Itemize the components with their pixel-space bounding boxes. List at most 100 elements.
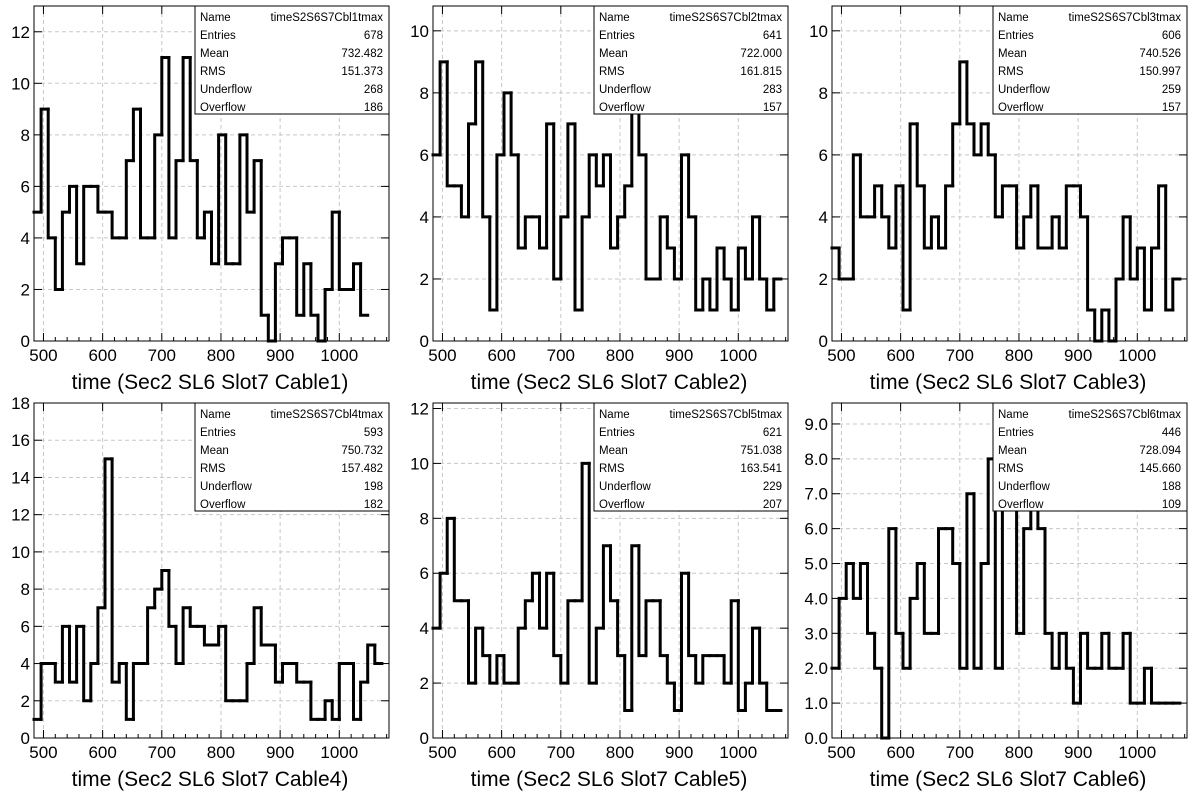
stats-key-mean: Mean bbox=[200, 48, 229, 60]
histogram-bin bbox=[245, 662, 256, 703]
x-tick-label: 700 bbox=[547, 743, 575, 762]
x-tick-label: 800 bbox=[1005, 743, 1033, 762]
y-tick-label: 3.0 bbox=[804, 624, 828, 643]
x-tick-label: 1000 bbox=[719, 743, 757, 762]
histogram-bin bbox=[559, 215, 570, 281]
y-tick-label: 10 bbox=[410, 454, 429, 473]
histogram-bin bbox=[167, 569, 178, 628]
x-tick-label: 700 bbox=[547, 346, 575, 365]
stats-key-rms: RMS bbox=[200, 66, 226, 78]
histogram-bin bbox=[880, 184, 891, 219]
stats-value-underflow: 198 bbox=[364, 481, 383, 493]
stats-key-name: Name bbox=[200, 409, 231, 421]
stats-key-name: Name bbox=[200, 12, 231, 24]
histogram-bin bbox=[1000, 492, 1011, 670]
y-tick-label: 4 bbox=[21, 229, 30, 248]
y-tick-label: 12 bbox=[11, 506, 30, 525]
stats-box-frame bbox=[992, 402, 1188, 512]
histogram-bin bbox=[110, 457, 121, 684]
stats-value-name: timeS2S6S7Cbl2tmax bbox=[670, 12, 783, 24]
y-tick-label: 2 bbox=[21, 280, 30, 299]
stats-value-overflow: 157 bbox=[1162, 102, 1181, 114]
histogram-bin bbox=[566, 599, 577, 685]
stats-value-rms: 145.660 bbox=[1139, 463, 1181, 475]
stats-value-name: timeS2S6S7Cbl6tmax bbox=[1069, 409, 1182, 421]
stats-key-entries: Entries bbox=[200, 30, 236, 42]
x-tick-label: 800 bbox=[606, 346, 634, 365]
x-tick-label: 1000 bbox=[320, 743, 358, 762]
stats-value-entries: 641 bbox=[763, 30, 782, 42]
histogram-bin bbox=[1079, 184, 1090, 219]
stats-value-underflow: 283 bbox=[763, 84, 782, 96]
histogram-panel-cable4: 500 600 700 800 900 1000 0 2 4 6 8 10 12 14 16 18 time (… bbox=[0, 394, 400, 794]
y-tick-label: 5.0 bbox=[804, 555, 828, 574]
histogram-cable4-chart: 500 600 700 800 900 1000 0 2 4 6 8 10 12 14 16 18 time (… bbox=[11, 394, 390, 791]
histogram-bin bbox=[481, 626, 492, 658]
x-tick-label: 500 bbox=[827, 743, 855, 762]
stats-key-overflow: Overflow bbox=[998, 499, 1044, 511]
histogram-bin bbox=[1043, 527, 1054, 635]
y-tick-label: 9.0 bbox=[804, 415, 828, 434]
stats-value-mean: 732.482 bbox=[341, 48, 383, 60]
y-tick-label: 2 bbox=[21, 692, 30, 711]
histogram-bin bbox=[687, 153, 698, 219]
histogram-bin bbox=[202, 624, 213, 647]
stats-value-entries: 621 bbox=[763, 427, 782, 439]
y-tick-label: 6 bbox=[819, 146, 828, 165]
histogram-panel-cable5: 500 600 700 800 900 1000 0 2 4 6 8 10 12 time (Sec2 S… bbox=[399, 397, 799, 794]
histogram-bin bbox=[765, 681, 776, 713]
y-tick-label: 0 bbox=[420, 332, 429, 351]
y-tick-label: 6 bbox=[21, 177, 30, 196]
y-tick-label: 2 bbox=[420, 674, 429, 693]
y-tick-label: 10 bbox=[809, 22, 828, 41]
x-tick-label: 900 bbox=[1064, 346, 1092, 365]
y-tick-label: 8 bbox=[21, 126, 30, 145]
x-tick-label: 900 bbox=[665, 346, 693, 365]
stats-key-rms: RMS bbox=[599, 66, 625, 78]
histogram-bin bbox=[281, 236, 292, 266]
histogram-bin bbox=[772, 277, 783, 312]
histogram-bin bbox=[146, 606, 157, 666]
histogram-bin bbox=[96, 606, 107, 666]
histogram-bin bbox=[580, 215, 591, 312]
stats-key-mean: Mean bbox=[998, 48, 1027, 60]
histogram-cable3-chart: 500 600 700 800 900 1000 0 2 4 6 8 10 time (Sec2 SL6… bbox=[809, 5, 1188, 394]
y-tick-label: 4.0 bbox=[804, 589, 828, 608]
y-tick-label: 10 bbox=[11, 543, 30, 562]
histogram-bin bbox=[110, 210, 121, 240]
histogram-panel-cable3: 500 600 700 800 900 1000 0 2 4 6 8 10 time (Sec2 SL6… bbox=[798, 0, 1198, 397]
stats-key-underflow: Underflow bbox=[200, 84, 252, 96]
histogram-bin bbox=[139, 107, 150, 240]
histogram-bin bbox=[60, 210, 71, 291]
histogram-bin bbox=[1022, 215, 1033, 250]
histogram-bin bbox=[273, 262, 284, 343]
stats-value-mean: 751.038 bbox=[740, 445, 782, 457]
stats-key-name: Name bbox=[599, 409, 630, 421]
histogram-bin bbox=[467, 122, 478, 219]
x-tick-label: 500 bbox=[29, 743, 57, 762]
histogram-bin bbox=[39, 662, 50, 721]
y-tick-label: 0.0 bbox=[804, 729, 828, 748]
histogram-bin bbox=[281, 662, 292, 684]
stats-box: Name timeS2S6S7Cbl2tmax Entries 641 Mean 722.… bbox=[593, 5, 789, 115]
histogram-bin bbox=[594, 626, 605, 685]
stats-value-rms: 157.482 bbox=[341, 463, 383, 475]
x-tick-label: 500 bbox=[428, 346, 456, 365]
stats-key-overflow: Overflow bbox=[599, 102, 645, 114]
x-tick-label: 1000 bbox=[719, 346, 757, 365]
y-tick-label: 10 bbox=[11, 74, 30, 93]
stats-value-overflow: 182 bbox=[364, 499, 383, 511]
x-tick-label: 1000 bbox=[1118, 346, 1156, 365]
stats-value-underflow: 229 bbox=[763, 481, 782, 493]
stats-key-underflow: Underflow bbox=[998, 84, 1050, 96]
stats-key-name: Name bbox=[998, 12, 1029, 24]
x-tick-label: 700 bbox=[148, 346, 176, 365]
stats-key-overflow: Overflow bbox=[599, 499, 645, 511]
y-tick-label: 8 bbox=[819, 84, 828, 103]
stats-value-overflow: 207 bbox=[763, 499, 782, 511]
stats-value-mean: 728.094 bbox=[1139, 445, 1181, 457]
stats-value-rms: 151.373 bbox=[341, 66, 383, 78]
histogram-bin bbox=[509, 91, 520, 157]
histogram-cable1-chart: 500 600 700 800 900 1000 0 2 4 6 8 10 12 time (Sec2 S… bbox=[11, 5, 390, 394]
stats-key-rms: RMS bbox=[599, 463, 625, 475]
